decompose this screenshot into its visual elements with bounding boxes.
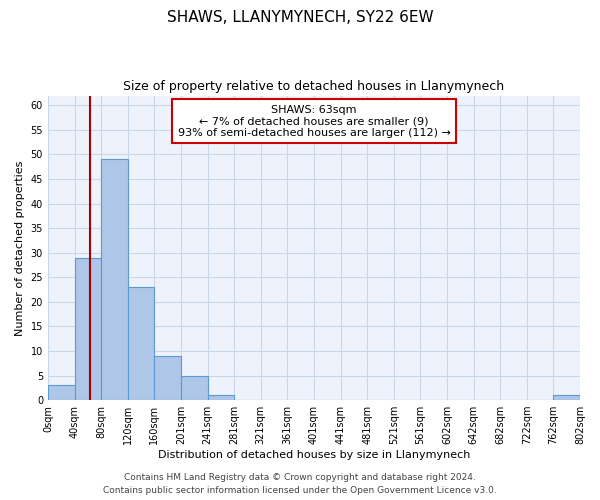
- Text: SHAWS, LLANYMYNECH, SY22 6EW: SHAWS, LLANYMYNECH, SY22 6EW: [167, 10, 433, 25]
- Title: Size of property relative to detached houses in Llanymynech: Size of property relative to detached ho…: [124, 80, 505, 93]
- Bar: [128, 287, 154, 400]
- X-axis label: Distribution of detached houses by size in Llanymynech: Distribution of detached houses by size …: [158, 450, 470, 460]
- Text: Contains HM Land Registry data © Crown copyright and database right 2024.
Contai: Contains HM Land Registry data © Crown c…: [103, 474, 497, 495]
- Bar: [101, 160, 128, 400]
- Text: SHAWS: 63sqm
← 7% of detached houses are smaller (9)
93% of semi-detached houses: SHAWS: 63sqm ← 7% of detached houses are…: [178, 104, 451, 138]
- Bar: [48, 386, 74, 400]
- Bar: [208, 395, 234, 400]
- Bar: [154, 356, 181, 400]
- Bar: [74, 258, 101, 400]
- Bar: [553, 395, 580, 400]
- Bar: [181, 376, 208, 400]
- Y-axis label: Number of detached properties: Number of detached properties: [15, 160, 25, 336]
